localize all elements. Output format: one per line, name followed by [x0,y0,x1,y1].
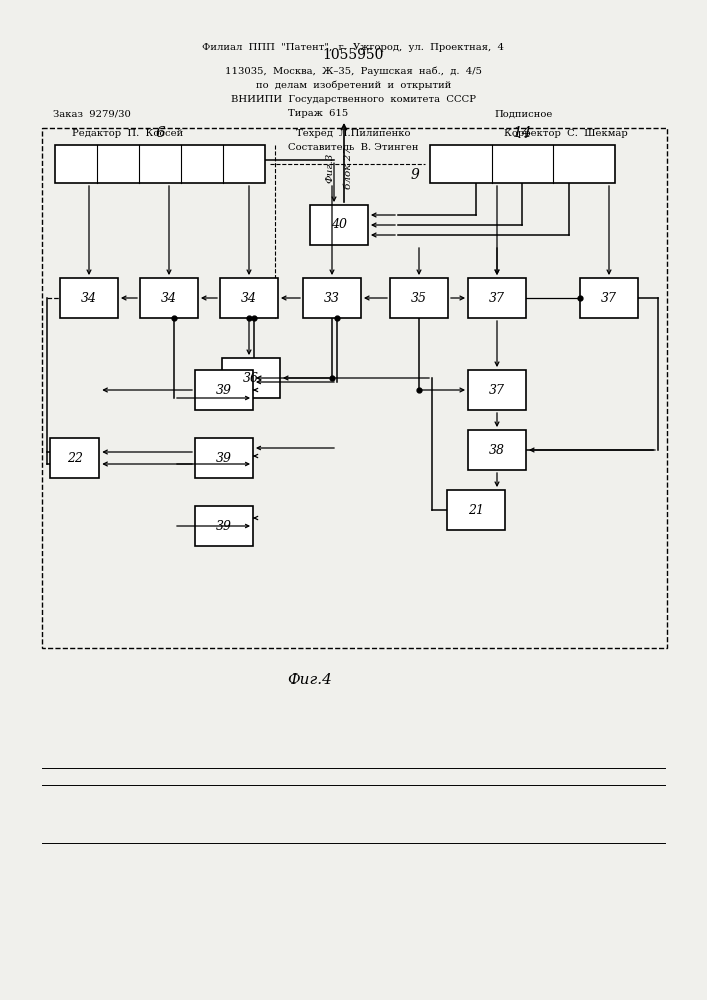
Bar [140,278,198,318]
Text: 33: 33 [324,292,340,304]
Text: 37: 37 [601,292,617,304]
Bar [60,278,118,318]
Text: 21: 21 [468,504,484,516]
Text: Корректор  С.  Шекмар: Корректор С. Шекмар [503,128,628,137]
Text: Филиал  ППП  "Патент",  г.  Ужгород,  ул.  Проектная,  4: Филиал ППП "Патент", г. Ужгород, ул. Про… [202,43,505,52]
Text: 36: 36 [243,371,259,384]
Text: 39: 39 [216,383,232,396]
Text: Составитель  В. Этинген: Составитель В. Этинген [288,143,419,152]
Text: 37: 37 [489,292,505,304]
Bar [447,490,505,530]
Text: Подписное: Подписное [494,109,552,118]
Text: 40: 40 [331,219,347,232]
Bar [195,438,253,478]
Bar [220,278,278,318]
Text: 22: 22 [66,452,83,464]
Text: 6: 6 [155,126,165,140]
Text: по  делам  изобретений  и  открытий: по делам изобретений и открытий [256,80,451,90]
Text: 34: 34 [81,292,97,304]
Text: 35: 35 [411,292,427,304]
Bar [580,278,638,318]
Text: Техред  Л.Пилипенко: Техред Л.Пилипенко [296,128,411,137]
Bar [430,145,615,183]
Bar [50,438,99,478]
Bar [310,205,368,245]
Bar [222,358,280,398]
Text: 39: 39 [216,520,232,532]
Text: 34: 34 [241,292,257,304]
Bar [303,278,361,318]
Text: Редактор  П.  Коссей: Редактор П. Коссей [71,128,183,137]
Text: ВНИИПИ  Государственного  комитета  СССР: ВНИИПИ Государственного комитета СССР [231,95,476,104]
Bar [468,430,526,470]
Text: 1055950: 1055950 [322,48,384,62]
Text: 37: 37 [489,383,505,396]
Text: Тираж  615: Тираж 615 [288,109,349,118]
Bar [55,145,265,183]
Bar [468,370,526,410]
Bar [42,128,667,648]
Text: Заказ  9279/30: Заказ 9279/30 [53,109,131,118]
Text: 39: 39 [216,452,232,464]
Text: Фиг.4: Фиг.4 [288,673,332,687]
Bar [195,370,253,410]
Text: 14: 14 [513,126,532,140]
Text: блок 27: блок 27 [344,147,354,189]
Text: 113035,  Москва,  Ж–35,  Раушская  наб.,  д.  4/5: 113035, Москва, Ж–35, Раушская наб., д. … [225,66,482,76]
Text: 9: 9 [411,168,419,182]
Text: 34: 34 [161,292,177,304]
Text: Фиг.3: Фиг.3 [325,153,334,183]
Bar [390,278,448,318]
Bar [468,278,526,318]
Bar [195,506,253,546]
Text: 38: 38 [489,444,505,456]
